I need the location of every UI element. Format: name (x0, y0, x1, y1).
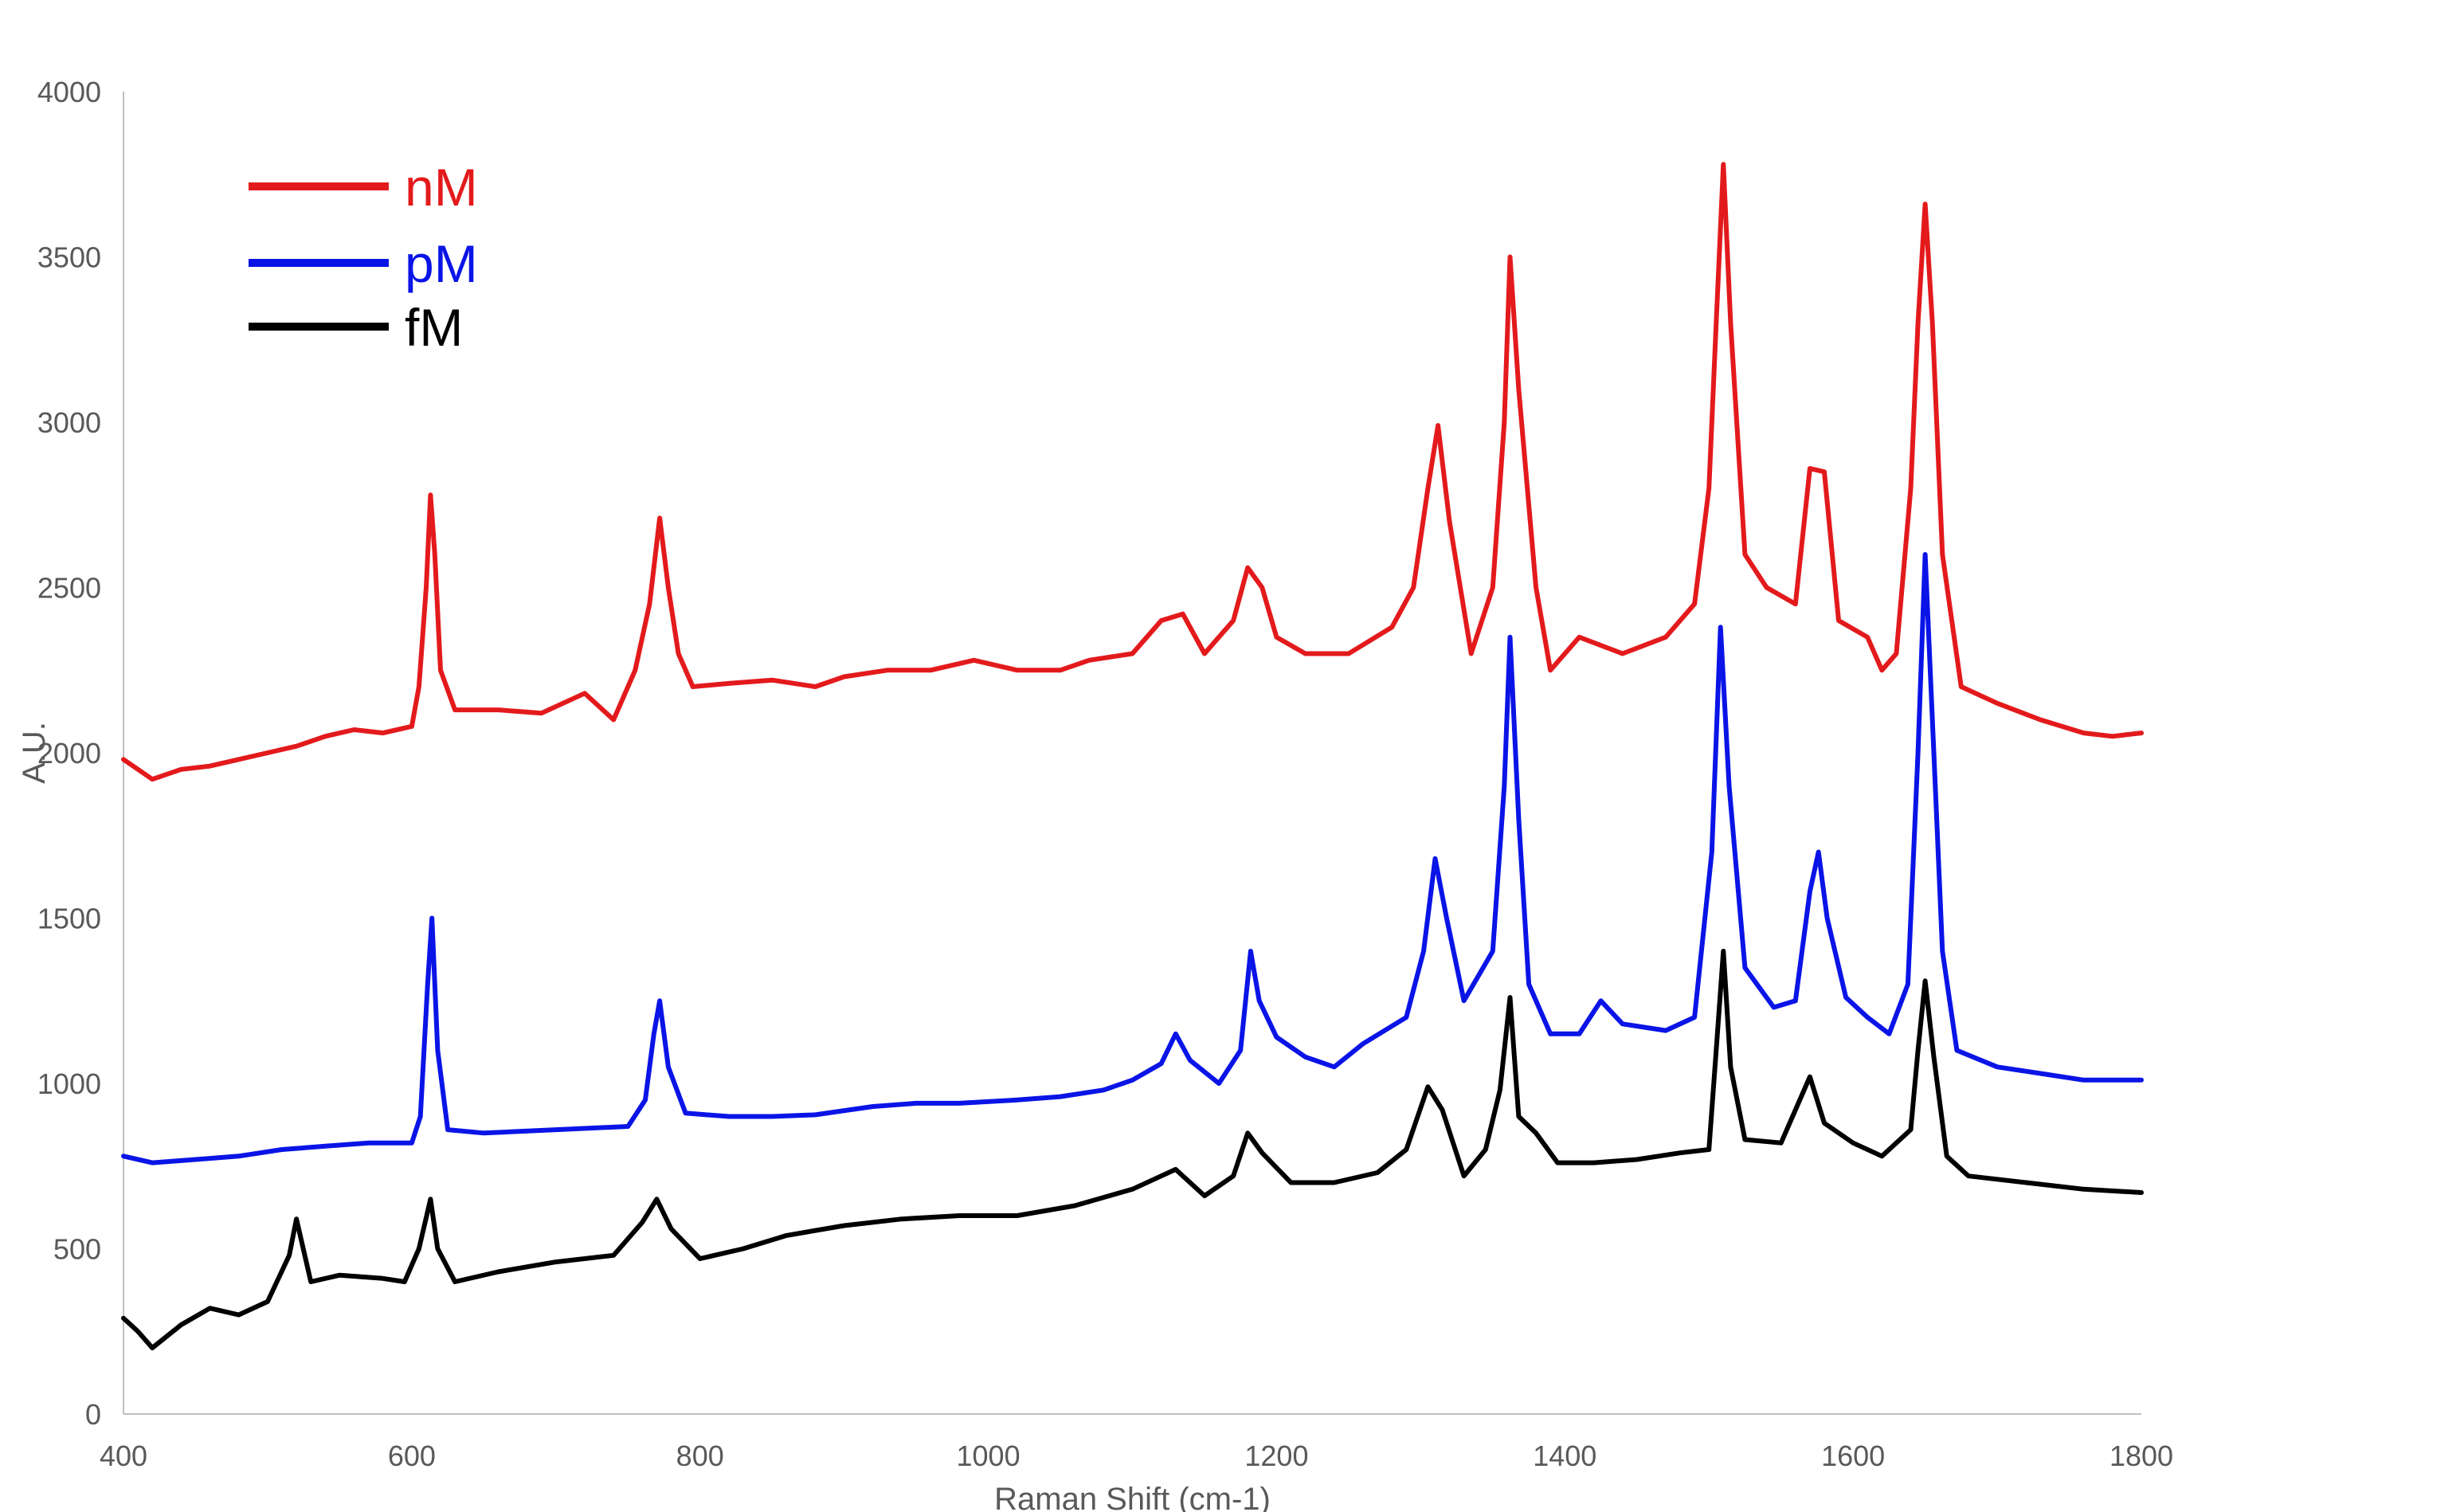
y-axis-title: A.U. (17, 722, 52, 784)
y-tick-label: 2000 (37, 737, 101, 770)
x-tick-label: 400 (100, 1440, 147, 1472)
legend-label-nM: nM (405, 158, 478, 217)
x-tick-label: 600 (388, 1440, 436, 1472)
legend-label-fM: fM (405, 298, 463, 357)
series-line-pM (121, 552, 2144, 1165)
x-tick-label: 1000 (957, 1440, 1020, 1472)
x-tick-label: 1800 (2109, 1440, 2173, 1472)
y-tick-label: 500 (53, 1233, 101, 1266)
y-tick-label: 2500 (37, 572, 101, 605)
y-tick-label: 3000 (37, 406, 101, 439)
y-tick-labels: 0 500 1000 1500 2000 2500 3000 3500 4000 (37, 76, 101, 1431)
y-tick-label: 0 (85, 1398, 101, 1431)
axes (123, 92, 2141, 1415)
series-line-fM (121, 949, 2144, 1350)
x-tick-label: 1600 (1821, 1440, 1885, 1472)
y-tick-label: 1000 (37, 1067, 101, 1100)
x-tick-label: 800 (676, 1440, 724, 1472)
series-lines (121, 162, 2144, 1350)
series-line-nM (121, 162, 2144, 782)
x-tick-label: 1400 (1533, 1440, 1596, 1472)
y-tick-label: 4000 (37, 76, 101, 108)
y-tick-label: 1500 (37, 903, 101, 935)
legend-label-pM: pM (405, 234, 478, 293)
x-tick-label: 1200 (1244, 1440, 1308, 1472)
x-tick-labels: 400 600 800 1000 1200 1400 1600 1800 (100, 1440, 2173, 1472)
y-tick-label: 3500 (37, 241, 101, 274)
x-axis-title: Raman Shift (cm-1) (994, 1482, 1271, 1512)
